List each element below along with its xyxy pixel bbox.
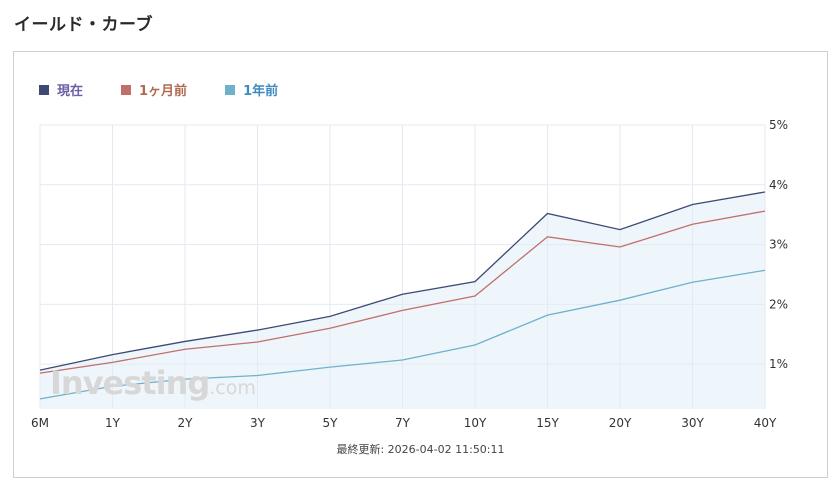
watermark-suffix: .com [209,377,256,399]
x-tick-label: 2Y [178,416,194,430]
legend-swatch-month-ago [121,84,132,95]
x-tick-label: 5Y [323,416,339,430]
legend-item-year-ago[interactable]: 1年前 [225,80,278,99]
legend-swatch-year-ago [225,84,236,95]
y-tick-label: 4% [769,178,788,192]
x-tick-label: 40Y [754,416,777,430]
legend-label-month-ago: 1ヶ月前 [139,84,188,99]
legend-swatch-current [39,84,49,95]
x-tick-label: 7Y [395,416,411,430]
x-tick-label: 10Y [464,416,487,430]
y-tick-label: 3% [769,238,788,252]
page-title: イールド・カーブ [14,15,153,35]
investing-watermark: Investing.com [50,364,256,402]
chart-legend: 現在 1ヶ月前 1年前 [39,80,278,99]
series-line-current [39,191,766,371]
yield-curve-chart: 現在 1ヶ月前 1年前 1% 2% 3% 4% 5% 6M 1Y 2Y 3Y 5Y 7Y 10Y 15Y… [13,51,828,478]
x-tick-label: 6M [31,416,49,430]
x-tick-label: 15Y [536,416,559,430]
watermark-brand: Investing [50,364,210,402]
legend-item-current[interactable]: 現在 [39,80,83,99]
x-tick-label: 30Y [681,416,704,430]
series-line-year-ago [39,269,766,400]
last-updated-text: 最終更新: 2026-04-02 11:50:11 [336,443,505,456]
series-line-month-ago [39,210,766,374]
x-tick-label: 1Y [105,416,121,430]
legend-label-year-ago: 1年前 [243,84,279,99]
chart-plot: 1% 2% 3% 4% 5% 6M 1Y 2Y 3Y 5Y 7Y 10Y 15Y 20Y 30Y 40Y [31,118,788,430]
x-tick-label: 3Y [250,416,266,430]
y-tick-label: 5% [769,118,788,132]
y-tick-label: 2% [769,297,788,311]
legend-item-month-ago[interactable]: 1ヶ月前 [121,80,187,99]
legend-label-current: 現在 [57,84,84,99]
x-tick-label: 20Y [609,416,632,430]
y-tick-label: 1% [769,357,788,371]
